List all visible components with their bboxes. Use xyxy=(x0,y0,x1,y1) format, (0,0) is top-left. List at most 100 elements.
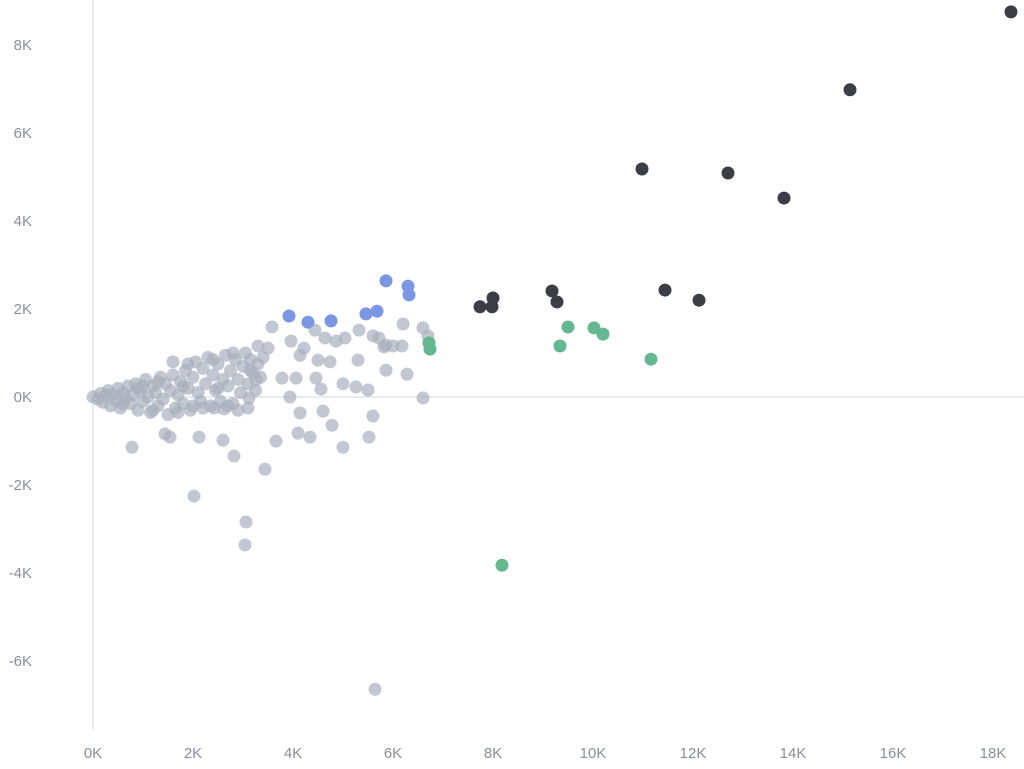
data-point-gray xyxy=(125,440,139,454)
data-point-gray xyxy=(221,399,235,413)
data-point-gray xyxy=(186,370,200,384)
data-point-gray xyxy=(156,392,170,406)
data-point-gray xyxy=(166,355,180,369)
x-tick-label: 8K xyxy=(484,745,502,762)
data-point-gray xyxy=(221,379,235,393)
data-point-green xyxy=(423,342,437,356)
data-point-gray xyxy=(216,433,230,447)
data-point-gray xyxy=(396,317,410,331)
y-tick-label: 8K xyxy=(14,37,32,54)
data-point-gray xyxy=(361,383,375,397)
y-tick-label: 2K xyxy=(14,301,32,318)
data-point-gray xyxy=(251,339,265,353)
data-point-gray xyxy=(181,357,195,371)
data-point-gray xyxy=(338,331,352,345)
data-point-blue xyxy=(324,314,338,328)
data-point-gray xyxy=(206,368,220,382)
data-point-green xyxy=(561,320,575,334)
data-point-blue xyxy=(359,307,373,321)
data-point-gray xyxy=(416,391,430,405)
data-point-gray xyxy=(171,405,185,419)
data-point-gray xyxy=(269,434,283,448)
data-point-dark xyxy=(545,284,559,298)
data-point-gray xyxy=(224,364,237,378)
data-point-blue xyxy=(370,304,384,318)
data-point-gray xyxy=(336,440,350,454)
data-point-gray xyxy=(362,430,376,444)
data-point-green xyxy=(495,558,509,572)
y-tick-label: 6K xyxy=(14,125,32,142)
y-tick-label: 0K xyxy=(14,389,32,406)
data-point-gray xyxy=(258,462,272,476)
data-point-dark xyxy=(843,83,857,97)
data-point-gray xyxy=(254,370,267,384)
data-point-gray xyxy=(400,367,414,381)
data-point-gray xyxy=(352,323,366,337)
data-point-gray xyxy=(284,334,298,348)
data-point-blue xyxy=(301,315,315,329)
data-point-gray xyxy=(211,381,225,395)
data-point-gray xyxy=(395,339,409,353)
data-point-gray xyxy=(293,406,307,420)
data-point-gray xyxy=(289,371,303,385)
data-point-green xyxy=(644,352,658,366)
data-point-gray xyxy=(187,489,201,503)
data-point-gray xyxy=(199,377,212,391)
x-tick-label: 18K xyxy=(980,745,1007,762)
data-point-gray xyxy=(275,371,289,385)
data-point-gray xyxy=(206,353,220,367)
data-point-gray xyxy=(379,338,393,352)
x-tick-label: 12K xyxy=(680,745,707,762)
data-point-gray xyxy=(379,363,393,377)
data-point-dark xyxy=(550,295,564,309)
data-point-gray xyxy=(323,355,337,369)
x-tick-label: 10K xyxy=(580,745,607,762)
data-point-dark xyxy=(635,162,649,176)
y-tick-label: 4K xyxy=(14,213,32,230)
data-point-gray xyxy=(336,377,350,391)
x-tick-label: 4K xyxy=(284,745,302,762)
data-point-dark xyxy=(485,300,499,314)
data-point-gray xyxy=(309,371,323,385)
data-point-gray xyxy=(311,353,325,367)
data-point-dark xyxy=(1004,5,1018,19)
data-point-gray xyxy=(186,399,200,413)
data-point-blue xyxy=(402,288,416,302)
data-point-gray xyxy=(316,404,330,418)
data-point-dark xyxy=(658,283,672,297)
data-point-gray xyxy=(297,341,311,355)
data-point-blue xyxy=(282,309,296,323)
data-point-gray xyxy=(314,382,328,396)
data-point-gray xyxy=(303,430,317,444)
data-point-gray xyxy=(239,515,253,529)
x-tick-label: 14K xyxy=(780,745,807,762)
data-point-gray xyxy=(151,375,165,389)
data-point-gray xyxy=(351,353,365,367)
data-point-gray xyxy=(192,430,206,444)
x-tick-label: 2K xyxy=(184,745,202,762)
data-point-gray xyxy=(265,320,279,334)
data-point-gray xyxy=(234,386,247,400)
y-tick-label: -2K xyxy=(9,477,32,494)
data-point-gray xyxy=(196,361,210,375)
data-point-gray xyxy=(116,397,130,411)
data-point-gray xyxy=(227,449,241,463)
data-point-gray xyxy=(163,430,177,444)
x-tick-label: 0K xyxy=(84,745,102,762)
data-point-dark xyxy=(721,166,735,180)
data-point-blue xyxy=(379,274,393,288)
data-point-gray xyxy=(231,372,245,386)
data-point-dark xyxy=(692,293,706,307)
data-point-gray xyxy=(146,403,160,417)
x-tick-label: 16K xyxy=(880,745,907,762)
data-point-gray xyxy=(176,379,190,393)
data-point-gray xyxy=(256,350,270,364)
data-point-gray xyxy=(368,682,382,696)
data-point-gray xyxy=(291,426,305,440)
data-point-gray xyxy=(318,331,332,345)
data-point-dark xyxy=(777,191,791,205)
data-point-gray xyxy=(238,538,252,552)
data-point-dark xyxy=(473,300,487,314)
data-point-gray xyxy=(325,418,339,432)
